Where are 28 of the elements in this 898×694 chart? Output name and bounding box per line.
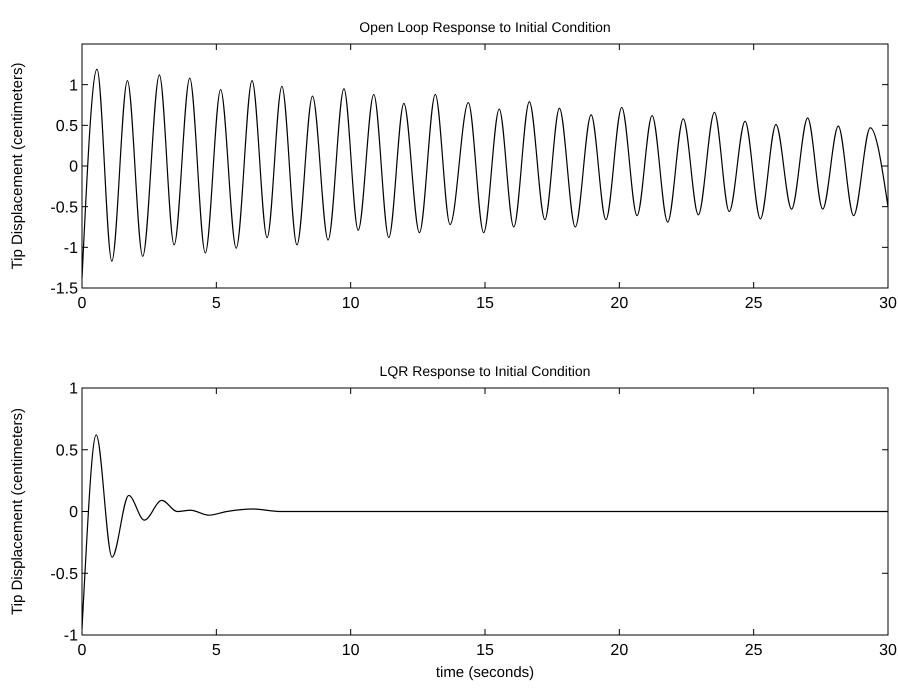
y-axis-title: Tip Displacement (centimeters): [9, 408, 26, 616]
x-tick-label: 15: [476, 295, 494, 312]
y-tick-label: 0: [69, 158, 78, 176]
y-tick-label: 1: [69, 380, 78, 398]
y-tick-label: 0.5: [56, 118, 78, 135]
x-tick-label: 25: [744, 295, 763, 312]
y-tick-label: 0: [69, 504, 78, 522]
x-tick-label: 10: [342, 642, 360, 659]
x-tick-label: 10: [342, 295, 360, 312]
y-tick-label: -1: [64, 240, 78, 257]
x-tick-label: 30: [879, 295, 897, 312]
y-tick-label: 1: [69, 77, 78, 94]
x-tick-label: 20: [610, 642, 628, 659]
x-axis-title: time (seconds): [436, 664, 534, 681]
y-tick-label: -0.5: [50, 199, 78, 216]
y-tick-label: -1: [64, 628, 78, 645]
chart-title: Open Loop Response to Initial Condition: [359, 19, 611, 35]
y-axis-title: Tip Displacement (centimeters): [9, 62, 26, 270]
x-tick-label: 30: [879, 642, 897, 659]
x-tick-label: 15: [476, 642, 494, 659]
x-tick-label: 25: [744, 642, 763, 659]
x-tick-label: 5: [212, 642, 221, 659]
y-tick-label: -0.5: [50, 566, 78, 583]
chart-title: LQR Response to Initial Condition: [380, 363, 590, 379]
y-tick-label: -1.5: [50, 280, 78, 298]
x-tick-label: 5: [212, 295, 221, 312]
x-tick-label: 20: [610, 295, 628, 312]
y-tick-label: 0.5: [56, 442, 78, 460]
